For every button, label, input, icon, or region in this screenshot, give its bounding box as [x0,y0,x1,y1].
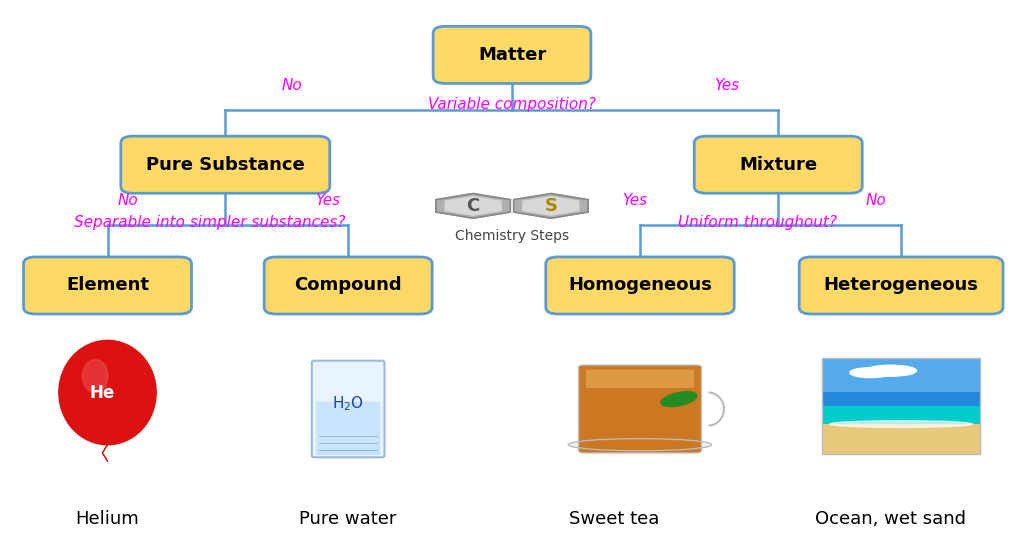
Text: No: No [118,193,138,208]
FancyBboxPatch shape [586,369,694,388]
Text: Mixture: Mixture [739,156,817,173]
Text: S: S [545,197,557,215]
Ellipse shape [568,439,712,451]
FancyBboxPatch shape [433,26,591,83]
Text: Yes: Yes [715,77,739,93]
Text: Helium: Helium [76,510,139,528]
FancyBboxPatch shape [315,402,381,455]
FancyBboxPatch shape [24,257,191,314]
Text: Matter: Matter [478,46,546,64]
Ellipse shape [829,421,973,427]
Text: He: He [90,384,115,401]
Polygon shape [445,197,501,215]
FancyBboxPatch shape [579,365,701,453]
Text: Uniform throughout?: Uniform throughout? [678,215,838,230]
Text: No: No [865,193,886,208]
FancyBboxPatch shape [264,257,432,314]
Text: Homogeneous: Homogeneous [568,277,712,294]
Text: Element: Element [66,277,150,294]
Ellipse shape [58,340,156,445]
Text: No: No [282,77,302,93]
Bar [821,358,981,455]
Text: Chemistry Steps: Chemistry Steps [455,229,569,243]
Polygon shape [523,197,579,215]
Text: Compound: Compound [294,277,402,294]
Ellipse shape [662,392,696,406]
Bar [821,358,981,411]
Text: Yes: Yes [315,193,340,208]
Text: Variable composition?: Variable composition? [428,97,596,112]
Polygon shape [436,193,510,219]
Text: Yes: Yes [623,193,647,208]
Bar [821,358,981,392]
FancyBboxPatch shape [121,136,330,193]
Polygon shape [514,193,588,219]
FancyBboxPatch shape [799,257,1002,314]
Ellipse shape [865,365,916,376]
FancyBboxPatch shape [546,257,734,314]
Bar [821,424,981,455]
Text: Pure Substance: Pure Substance [145,156,305,173]
Text: Sweet tea: Sweet tea [569,510,659,528]
Text: Ocean, wet sand: Ocean, wet sand [815,510,967,528]
Text: H$_2$O: H$_2$O [332,394,365,413]
Text: C: C [467,197,479,215]
FancyBboxPatch shape [311,361,385,457]
Ellipse shape [82,360,109,393]
Text: Pure water: Pure water [299,510,397,528]
Bar [821,406,981,425]
Ellipse shape [850,368,891,378]
FancyBboxPatch shape [694,136,862,193]
Text: Separable into simpler substances?: Separable into simpler substances? [74,215,346,230]
Text: Heterogeneous: Heterogeneous [823,277,979,294]
